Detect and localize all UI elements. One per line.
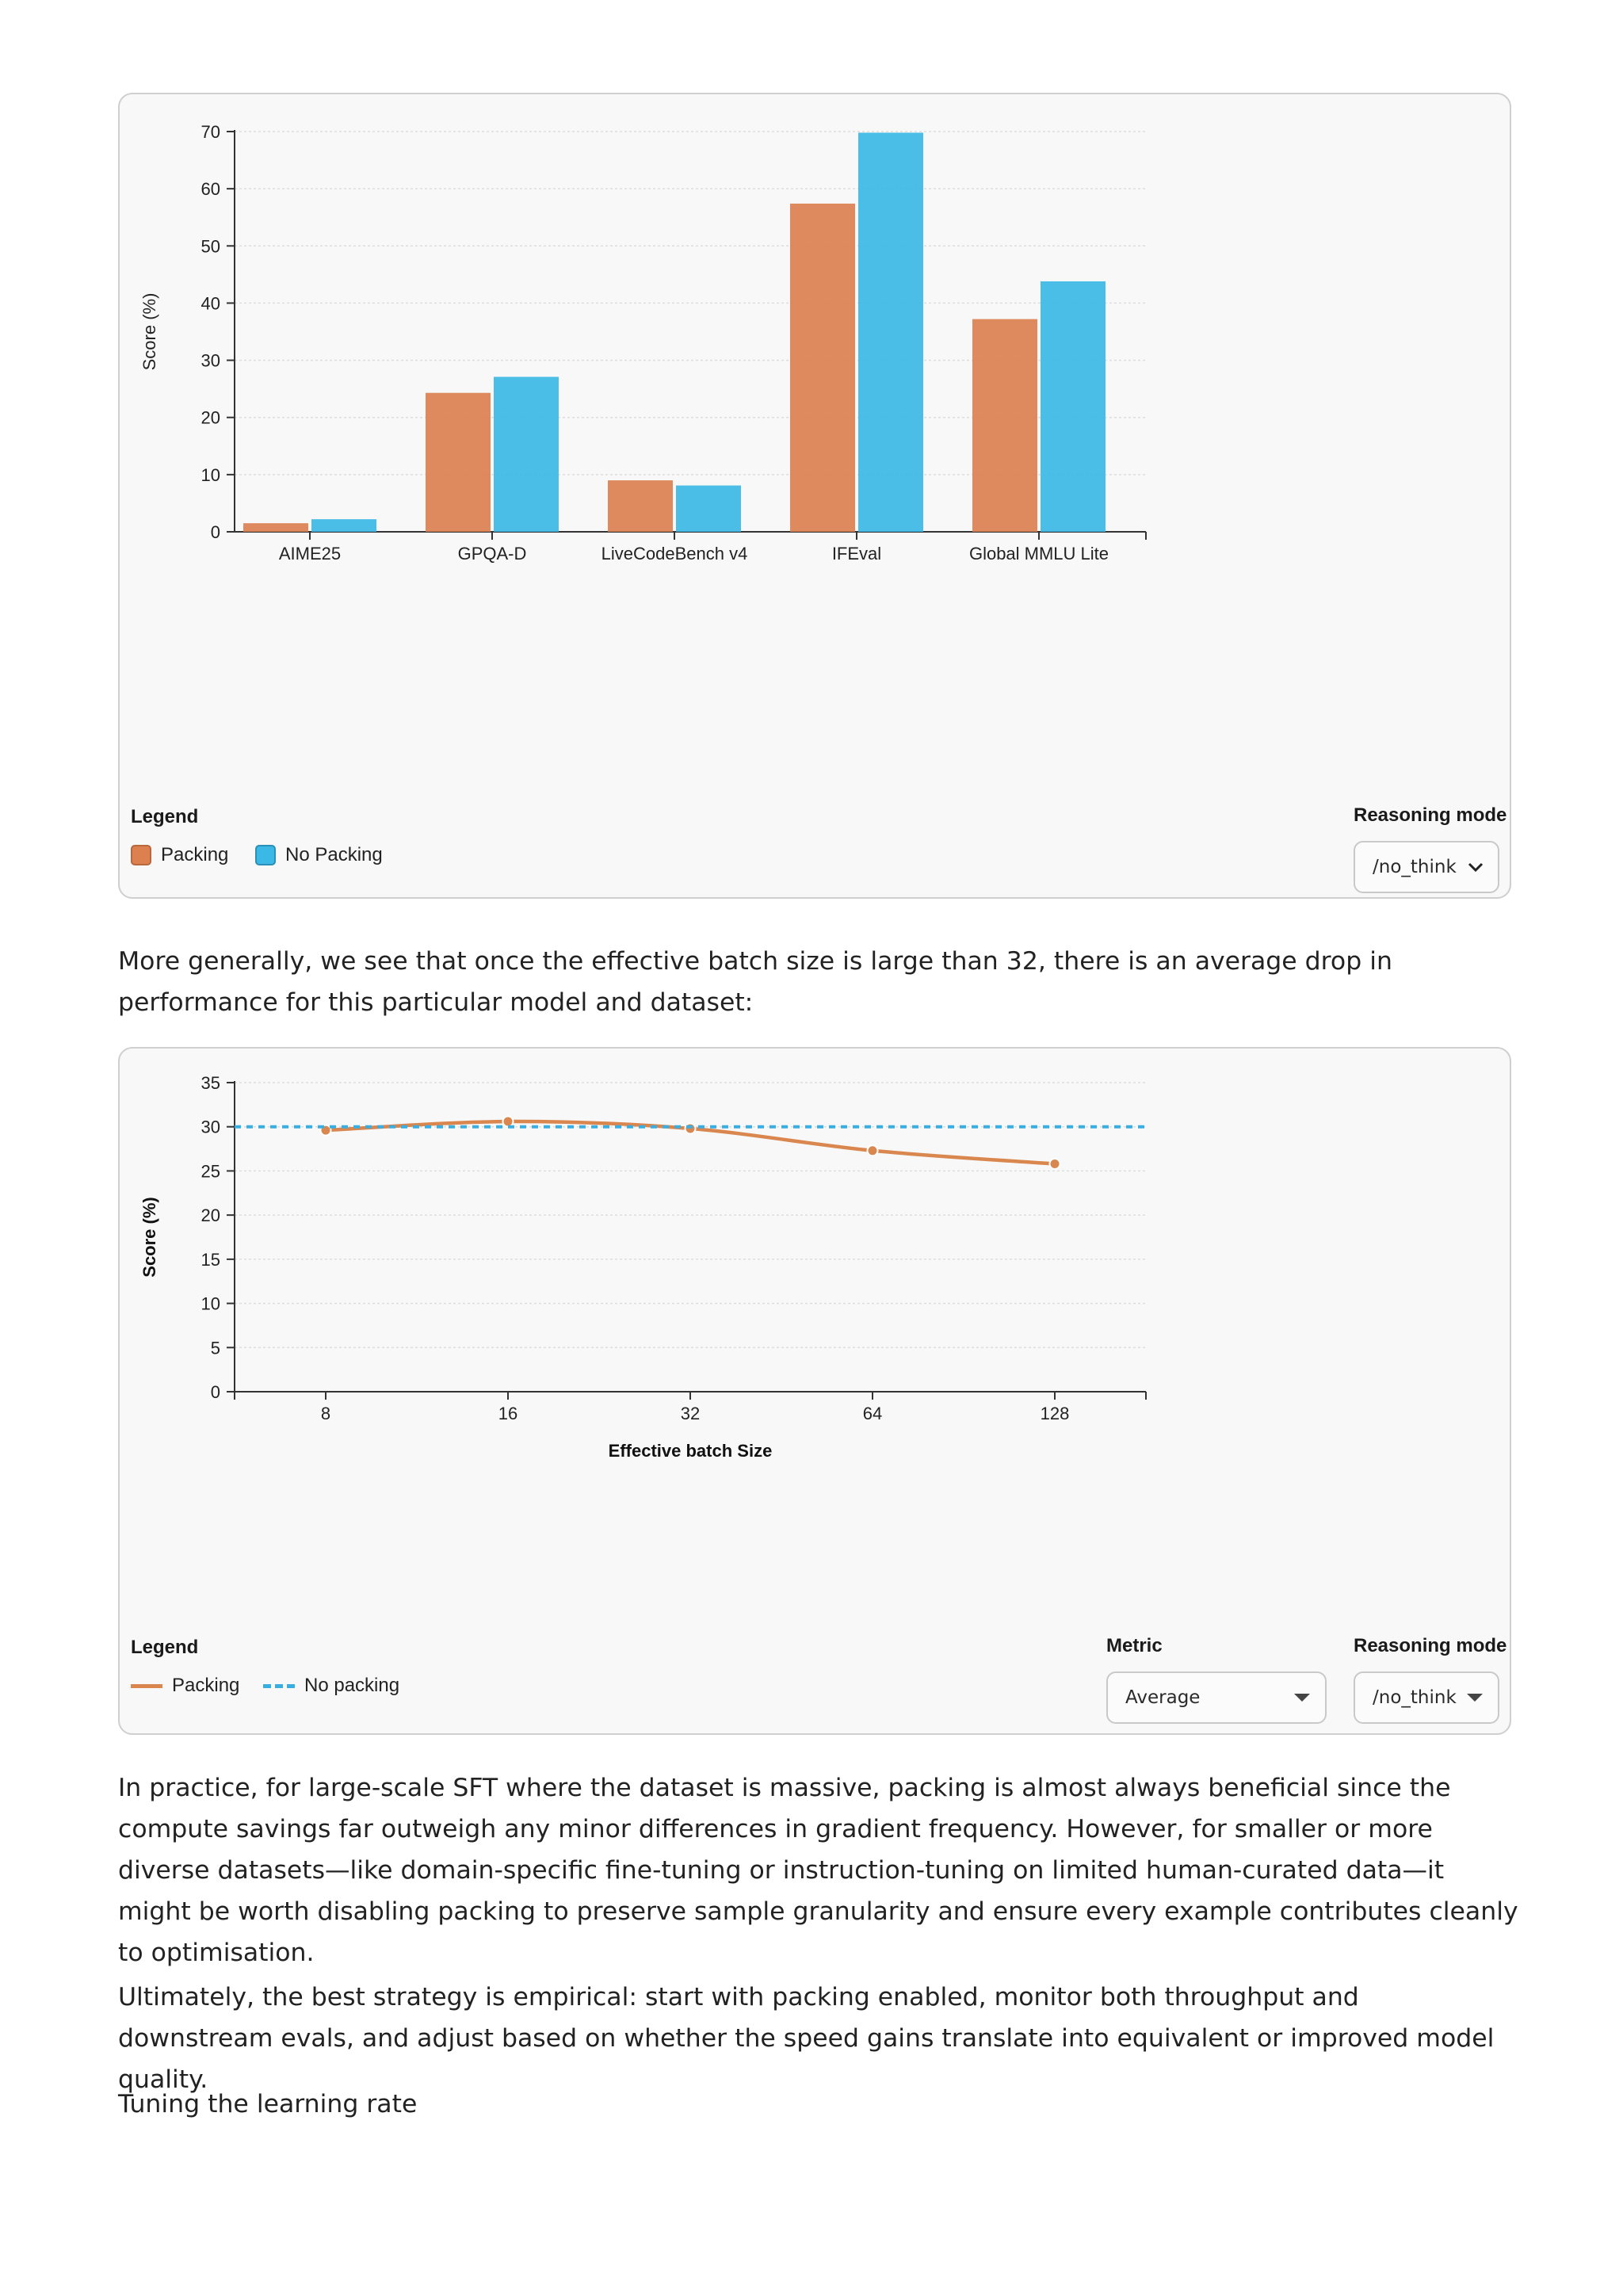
x-tick-label: 128 [1041,1404,1070,1423]
caret-down-icon [1294,1694,1310,1702]
y-tick-label: 10 [201,1294,220,1314]
x-tick-label: GPQA-D [458,544,527,563]
data-point-packing [1048,1158,1061,1171]
section-heading: Tuning the learning rate [118,2090,418,2118]
legend-label: No packing [304,1675,400,1696]
paragraph-practice: In practice, for large-scale SFT where t… [118,1774,1518,1967]
bar-packing [608,480,673,532]
metric-label: Metric [1106,1635,1163,1656]
paragraph-strategy: Ultimately, the best strategy is empiric… [118,1983,1495,2094]
y-tick-label: 10 [201,465,220,485]
bar-packing [790,203,855,532]
x-axis-label: Effective batch Size [609,1441,773,1461]
y-axis-label: Score (%) [139,1197,159,1277]
reasoning-mode-label: Reasoning mode [1354,804,1507,826]
legend-item-packing[interactable]: Packing [131,844,228,866]
y-tick-label: 60 [201,179,220,199]
bar-chart: 0 10 20 30 40 50 60 70 Score (%) AIME25 GPQA-D Live… [139,122,1147,563]
x-tick-label: 64 [863,1404,882,1423]
x-tick-label: Global MMLU Lite [969,544,1109,563]
y-tick-label: 30 [201,1117,220,1137]
legend-item-no-packing[interactable]: No packing [263,1675,399,1697]
x-tick-label: IFEval [832,544,881,563]
y-tick-label: 30 [201,351,220,371]
bar-no-packing [676,485,741,532]
no-packing-line-swatch [263,1683,295,1688]
bar-chart-card: 0 10 20 30 40 50 60 70 Score (%) AIME25 GPQA-D Live… [118,93,1511,899]
y-tick-label: 50 [201,236,220,256]
packing-swatch [131,845,151,865]
bar-no-packing [858,132,923,532]
x-tick-label: AIME25 [279,544,341,563]
caret-down-icon [1467,1694,1483,1702]
legend-label: No Packing [285,844,383,865]
legend-title: Legend [131,1637,199,1658]
data-point-packing [684,1122,697,1135]
y-tick-label: 35 [201,1073,220,1093]
y-tick-label: 20 [201,1205,220,1225]
y-tick-label: 40 [201,293,220,313]
reasoning-mode-select[interactable]: /no_think [1354,1671,1499,1724]
x-tick-label: 8 [321,1404,330,1423]
y-tick-label: 15 [201,1250,220,1270]
bar-packing [426,392,491,532]
y-tick-label: 0 [211,522,220,542]
y-axis-label: Score (%) [139,293,159,371]
reasoning-mode-select[interactable]: /no_think [1354,841,1499,893]
reasoning-mode-value: /no_think [1373,1687,1457,1708]
legend-item-no-packing[interactable]: No Packing [255,844,383,866]
line-chart-card: 0 5 10 15 20 25 30 35 8 16 32 64 128 Effective batch … [118,1047,1511,1735]
y-tick-label: 5 [211,1338,220,1358]
no-packing-swatch [255,845,276,865]
metric-select[interactable]: Average [1106,1671,1327,1724]
legend-item-packing[interactable]: Packing [131,1675,239,1697]
bar-no-packing [311,519,376,532]
data-point-packing [502,1115,514,1128]
bar-packing [972,319,1037,532]
x-tick-label: 16 [498,1404,517,1423]
x-tick-label: LiveCodeBench v4 [601,544,748,563]
y-tick-label: 70 [201,122,220,142]
bar-packing [243,523,308,532]
line-chart: 0 5 10 15 20 25 30 35 8 16 32 64 128 Effective batch … [139,1073,1147,1461]
bar-no-packing [1041,281,1106,532]
legend-label: Packing [172,1675,240,1696]
legend-title: Legend [131,806,199,827]
y-tick-label: 0 [211,1382,220,1402]
data-point-packing [866,1144,879,1157]
reasoning-mode-value: /no_think [1373,857,1457,877]
metric-value: Average [1125,1687,1201,1708]
legend-label: Packing [161,844,229,865]
reasoning-mode-label: Reasoning mode [1354,1635,1507,1656]
y-tick-label: 25 [201,1161,220,1181]
paragraph-batch-size: More generally, we see that once the eff… [118,947,1392,1017]
x-tick-label: 32 [681,1404,700,1423]
packing-line-swatch [131,1683,162,1688]
bar-no-packing [494,376,559,532]
chevron-down-icon [1468,862,1484,872]
y-tick-label: 20 [201,408,220,428]
